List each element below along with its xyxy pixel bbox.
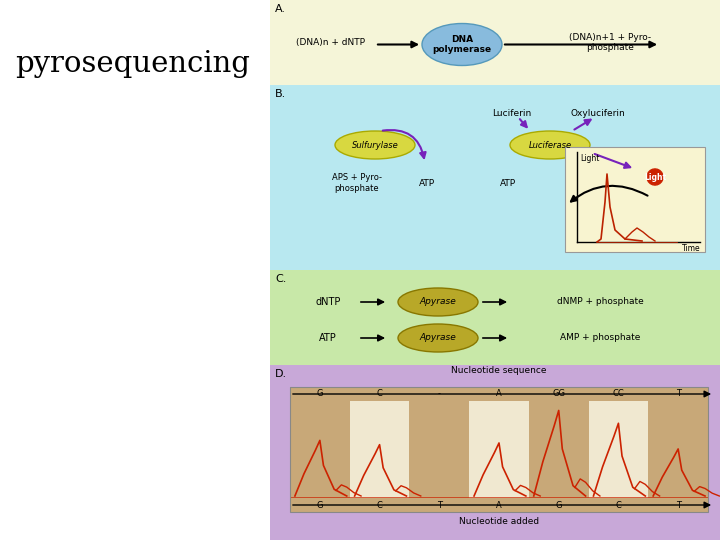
Text: (DNA)n+1 + Pyro-
phosphate: (DNA)n+1 + Pyro- phosphate xyxy=(569,33,651,52)
Text: A: A xyxy=(496,501,502,510)
Polygon shape xyxy=(638,159,672,195)
Bar xyxy=(350,387,410,512)
Bar xyxy=(290,387,708,512)
Text: (DNA)n + dNTP: (DNA)n + dNTP xyxy=(295,38,364,47)
Text: A.: A. xyxy=(275,4,286,14)
Ellipse shape xyxy=(422,24,502,65)
Text: Light: Light xyxy=(580,154,599,163)
Bar xyxy=(588,387,648,512)
Bar xyxy=(290,498,708,512)
Text: CC: CC xyxy=(613,389,624,399)
Text: pyrosequencing: pyrosequencing xyxy=(15,50,250,78)
Text: A: A xyxy=(496,389,502,399)
Text: Time: Time xyxy=(683,244,701,253)
Text: B.: B. xyxy=(275,89,287,99)
Text: -: - xyxy=(438,389,441,399)
Text: ATP: ATP xyxy=(319,333,337,343)
Text: Apyrase: Apyrase xyxy=(420,298,456,307)
Text: DNA
polymerase: DNA polymerase xyxy=(433,35,492,54)
Text: GG: GG xyxy=(552,389,565,399)
Text: Sulfurylase: Sulfurylase xyxy=(351,140,398,150)
Bar xyxy=(529,387,588,512)
Text: C: C xyxy=(377,389,382,399)
Text: D.: D. xyxy=(275,369,287,379)
Text: Light: Light xyxy=(644,172,666,181)
Text: Luciferase: Luciferase xyxy=(528,140,572,150)
Text: Oxyluciferin: Oxyluciferin xyxy=(571,109,626,118)
Bar xyxy=(270,0,720,85)
Text: dNTP: dNTP xyxy=(315,297,341,307)
Bar xyxy=(270,85,720,270)
Text: Nucleotide sequence: Nucleotide sequence xyxy=(451,366,546,375)
Polygon shape xyxy=(647,169,663,185)
Text: T: T xyxy=(675,501,680,510)
Text: T: T xyxy=(675,389,680,399)
Text: Nucleotide added: Nucleotide added xyxy=(459,517,539,526)
Bar xyxy=(270,270,720,365)
Text: G: G xyxy=(317,389,323,399)
Text: Luciferin: Luciferin xyxy=(492,109,531,118)
Text: T: T xyxy=(437,501,442,510)
Text: C: C xyxy=(377,501,382,510)
Text: ATP: ATP xyxy=(419,179,435,187)
Ellipse shape xyxy=(510,131,590,159)
Ellipse shape xyxy=(398,288,478,316)
Text: dNMP + phosphate: dNMP + phosphate xyxy=(557,298,644,307)
Text: AMP + phosphate: AMP + phosphate xyxy=(560,334,640,342)
Text: C: C xyxy=(616,501,621,510)
Text: G: G xyxy=(555,501,562,510)
Bar xyxy=(410,387,469,512)
Bar xyxy=(648,387,708,512)
Bar xyxy=(290,387,708,401)
Ellipse shape xyxy=(335,131,415,159)
Bar xyxy=(270,365,720,540)
Bar xyxy=(469,387,529,512)
Bar xyxy=(290,387,350,512)
Text: C.: C. xyxy=(275,274,287,284)
Text: APS + Pyro-
phosphate: APS + Pyro- phosphate xyxy=(332,173,382,193)
Text: Apyrase: Apyrase xyxy=(420,334,456,342)
Text: ATP: ATP xyxy=(500,179,516,187)
Ellipse shape xyxy=(398,324,478,352)
Text: G: G xyxy=(317,501,323,510)
Bar xyxy=(565,147,705,252)
